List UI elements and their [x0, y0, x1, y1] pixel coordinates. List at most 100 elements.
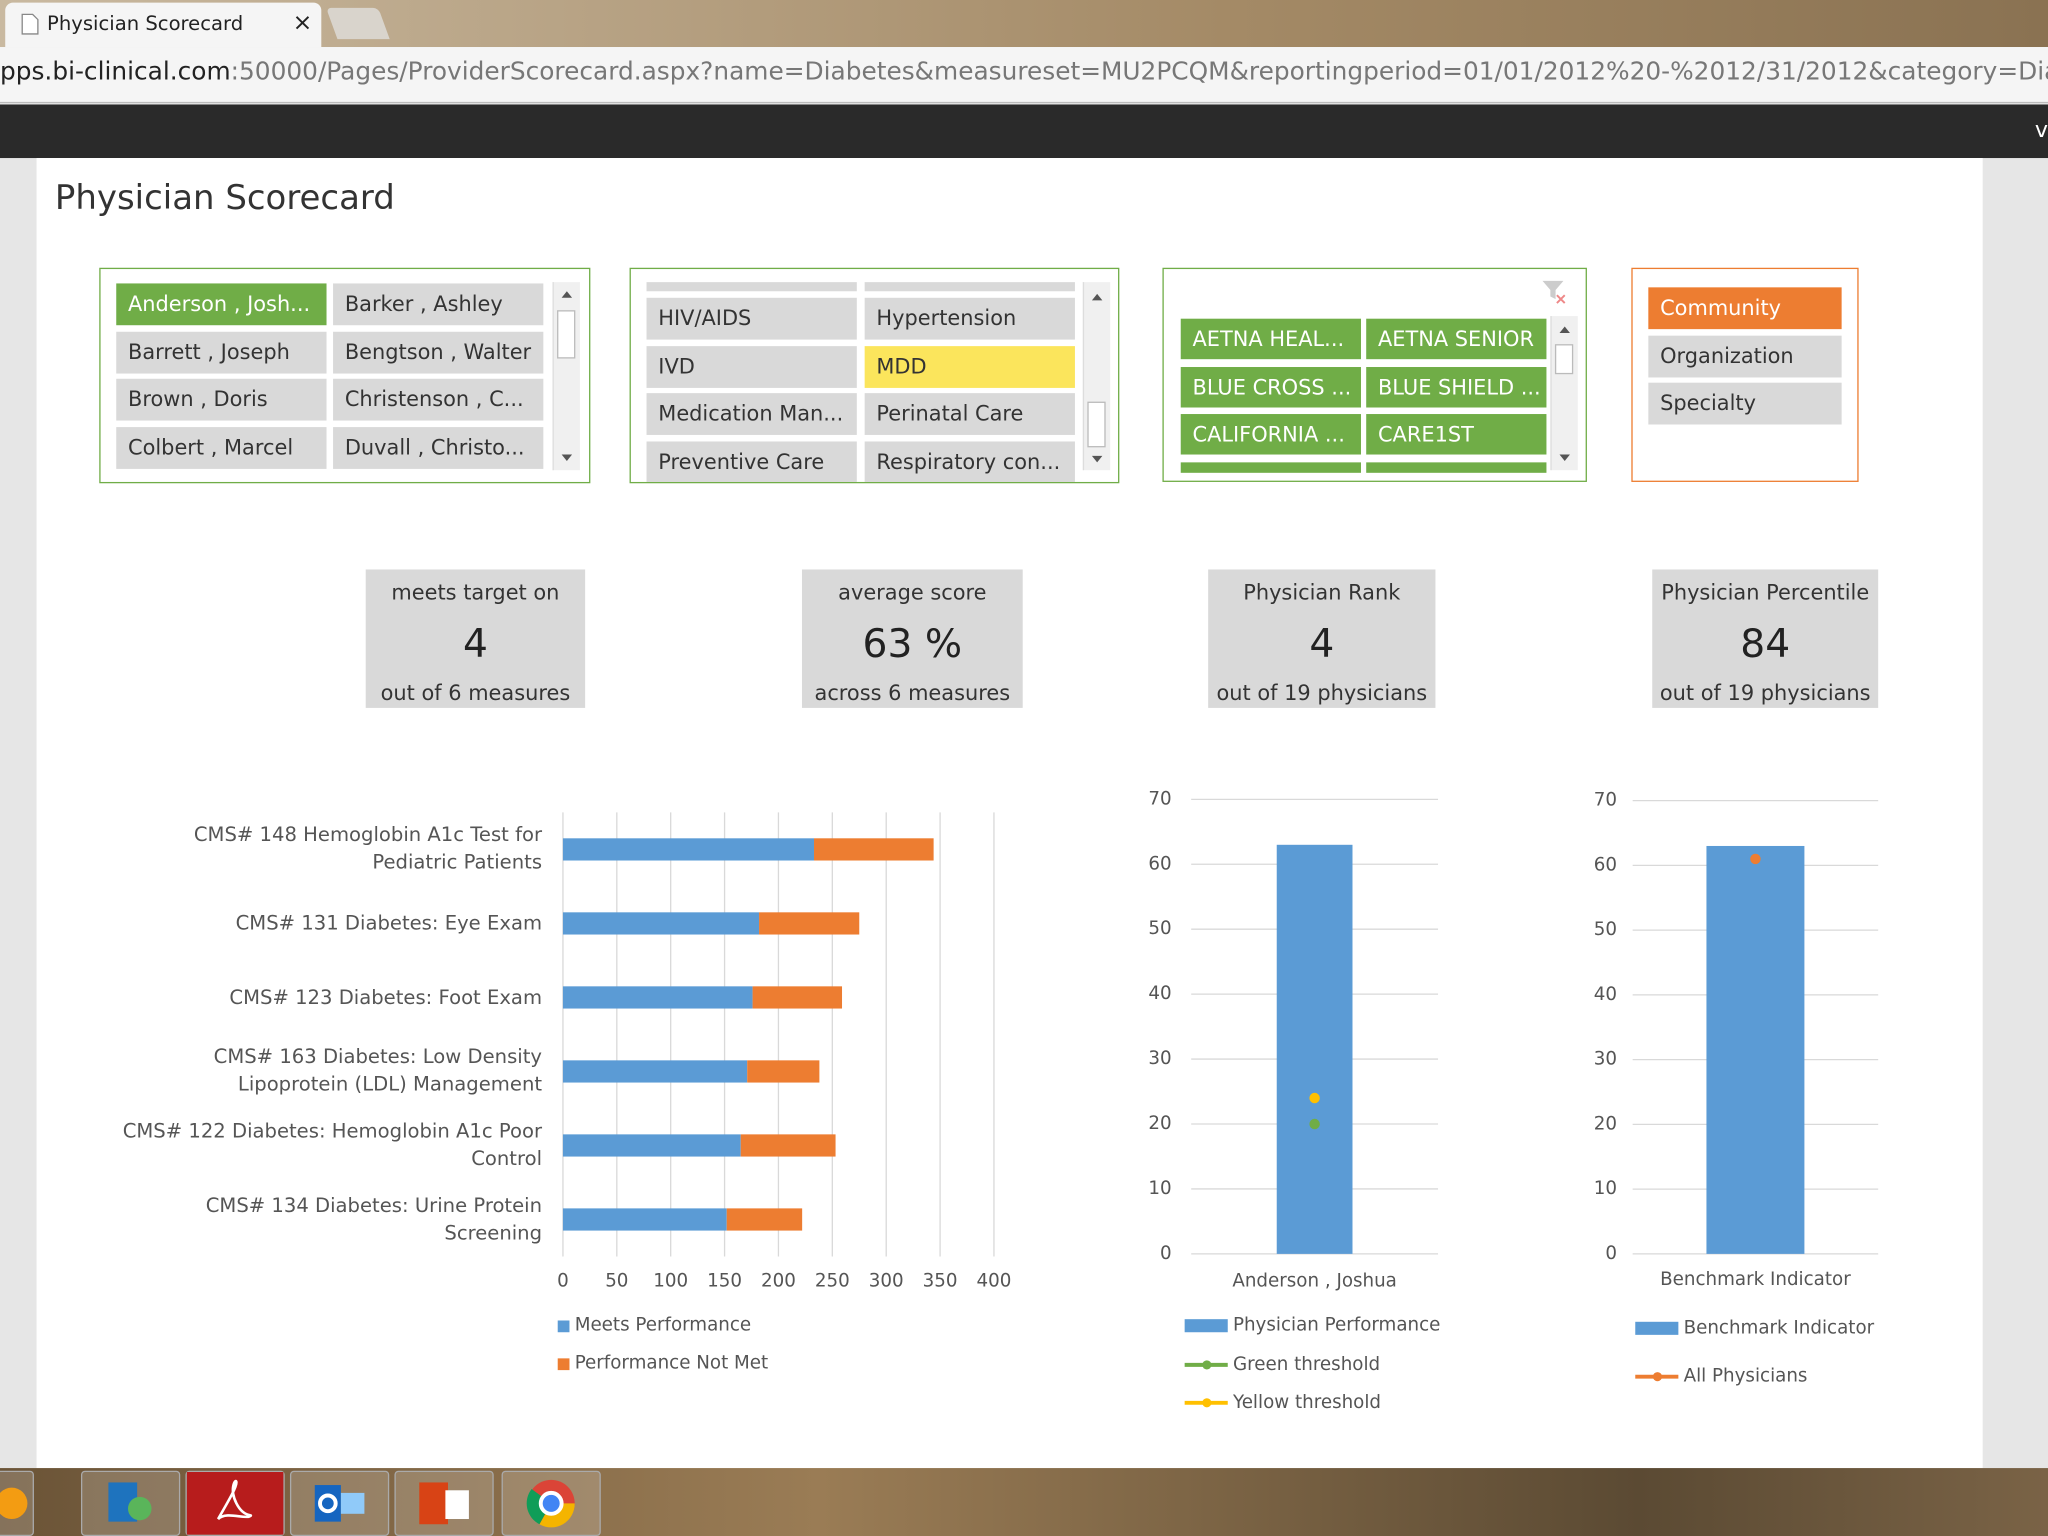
slicer-item[interactable]: BLUE SHIELD ...	[1366, 366, 1547, 407]
slicer-item[interactable]: MDD	[864, 345, 1075, 388]
icon	[526, 1479, 575, 1528]
kpi-value: 4	[462, 621, 488, 668]
bar	[562, 912, 760, 935]
y-tick-label: 30	[1594, 1049, 1617, 1070]
taskbar-app[interactable]	[0, 1470, 34, 1536]
x-tick-label: 150	[707, 1270, 742, 1291]
x-tick-label: 250	[815, 1270, 850, 1291]
kpi-caption: across 6 measures	[814, 680, 1011, 706]
slicer-item[interactable]: AETNA SENIOR	[1366, 318, 1547, 360]
y-tick-label: 60	[1594, 854, 1617, 875]
kpi-label: Physician Percentile	[1661, 579, 1870, 605]
line-point	[1750, 853, 1761, 865]
x-tick-label: 400	[977, 1270, 1012, 1291]
legend-swatch	[1652, 1372, 1663, 1382]
tab-title: Physician Scorecard	[47, 11, 244, 36]
slicer-item[interactable]: Barrett , Joseph	[116, 331, 327, 374]
slicer-item[interactable]: BLUE CROSS ...	[1180, 366, 1361, 407]
slicer-item[interactable]: Colbert , Marcel	[116, 427, 327, 470]
icon	[108, 1482, 152, 1522]
y-tick-label: 70	[1148, 788, 1171, 809]
slicer-item[interactable]: Medication Man...	[646, 393, 857, 436]
taskbar-app[interactable]	[289, 1470, 390, 1536]
bar	[740, 1134, 836, 1157]
browser-tab[interactable]: Physician Scorecard ×	[5, 2, 322, 48]
taskbar	[0, 1468, 2048, 1536]
kpi-caption: out of 6 measures	[380, 680, 571, 706]
slicer-item[interactable]: HIV/AIDS	[646, 297, 857, 340]
payer-slicer: AETNA HEAL... AETNA SENIOR BLUE CROSS ... B…	[1162, 267, 1587, 482]
legend-swatch	[557, 1320, 570, 1333]
line-point	[1309, 1092, 1320, 1104]
y-tick-label: 0	[1605, 1243, 1617, 1264]
y-tick-label: CMS# 122 Diabetes: Hemoglobin A1c Poor C…	[122, 1119, 543, 1171]
bar	[1276, 844, 1353, 1254]
tab-close[interactable]: ×	[292, 9, 313, 37]
slicer-item[interactable]: Perinatal Care	[864, 393, 1075, 436]
partial-item	[1366, 462, 1547, 473]
partial-item	[646, 282, 857, 292]
taskbar-app[interactable]	[185, 1470, 285, 1536]
kpi-card: average score 63 % across 6 measures	[801, 569, 1023, 708]
legend-swatch	[1184, 1319, 1228, 1333]
x-tick-label: 350	[923, 1270, 958, 1291]
scroll-arrows	[557, 291, 576, 462]
legend-swatch	[1202, 1360, 1212, 1370]
slicer-item[interactable]: Bengtson , Walter	[333, 331, 544, 374]
slicer-item[interactable]: Brown , Doris	[116, 379, 327, 422]
clear-filter-icon[interactable]	[1540, 277, 1569, 306]
x-tick-label: Benchmark Indicator	[1660, 1269, 1851, 1290]
x-tick-label: 0	[557, 1270, 569, 1291]
slicer-item[interactable]: IVD	[646, 345, 857, 388]
nav-text[interactable]: v	[2034, 117, 2048, 144]
slicer-item[interactable]: Duvall , Christo...	[333, 427, 544, 470]
y-tick-label: 50	[1594, 919, 1617, 940]
slicer-item[interactable]: AETNA HEAL...	[1180, 318, 1361, 360]
y-tick-label: 50	[1148, 918, 1171, 939]
legend-swatch	[557, 1358, 570, 1371]
kpi-value: 4	[1309, 621, 1335, 668]
physician-slicer: Anderson , Josh... Barker , Ashley Barrett…	[99, 267, 591, 484]
nav-bar: v	[0, 104, 2048, 159]
scrollbar[interactable]	[1550, 316, 1578, 471]
kpi-caption: out of 19 physicians	[1216, 680, 1428, 706]
slicer-item[interactable]: Christenson , C...	[333, 379, 544, 422]
partial-item	[1180, 462, 1361, 473]
category-slicer: Community Organization Specialty	[1631, 267, 1859, 482]
legend-swatch	[1202, 1398, 1212, 1408]
y-tick-label: CMS# 148 Hemoglobin A1c Test for Pediatr…	[193, 823, 543, 875]
y-tick-label: 10	[1594, 1178, 1617, 1199]
bar	[562, 1134, 741, 1157]
bar	[752, 986, 843, 1009]
taskbar-app[interactable]	[394, 1470, 494, 1536]
y-tick-label: 40	[1148, 983, 1171, 1004]
address-bar[interactable]: pps.bi-clinical.com:50000/Pages/Provider…	[0, 47, 2048, 104]
slicer-item[interactable]: Specialty	[1648, 382, 1842, 425]
page-title: Physician Scorecard	[54, 178, 395, 219]
bar	[562, 986, 753, 1009]
scrollbar[interactable]	[552, 282, 580, 471]
scrollbar[interactable]	[1082, 282, 1111, 471]
x-tick-label: 200	[761, 1270, 796, 1291]
slicer-item[interactable]: Hypertension	[864, 297, 1075, 340]
x-tick-label: 100	[653, 1270, 688, 1291]
slicer-item[interactable]: Anderson , Josh...	[116, 283, 327, 326]
taskbar-app[interactable]	[80, 1470, 181, 1536]
slicer-item[interactable]: Respiratory con...	[864, 441, 1075, 482]
slicer-item[interactable]: Barker , Ashley	[333, 283, 544, 326]
slicer-item[interactable]: CARE1ST	[1366, 414, 1547, 455]
legend-label: Physician Performance	[1233, 1315, 1440, 1336]
slicer-item[interactable]: Organization	[1648, 335, 1842, 377]
scroll-arrows	[1554, 326, 1574, 462]
x-tick-label: 300	[869, 1270, 904, 1291]
taskbar-app[interactable]	[501, 1470, 601, 1536]
slicer-item[interactable]: Preventive Care	[646, 441, 857, 482]
legend-label: Green threshold	[1233, 1354, 1380, 1375]
slicer-item[interactable]: Community	[1648, 287, 1842, 330]
legend-label: All Physicians	[1684, 1366, 1808, 1387]
icon	[0, 1487, 28, 1520]
y-tick-label: CMS# 134 Diabetes: Urine Protein Screeni…	[205, 1193, 543, 1245]
bar	[562, 838, 815, 861]
slicer-item[interactable]: CALIFORNIA ...	[1180, 414, 1361, 455]
